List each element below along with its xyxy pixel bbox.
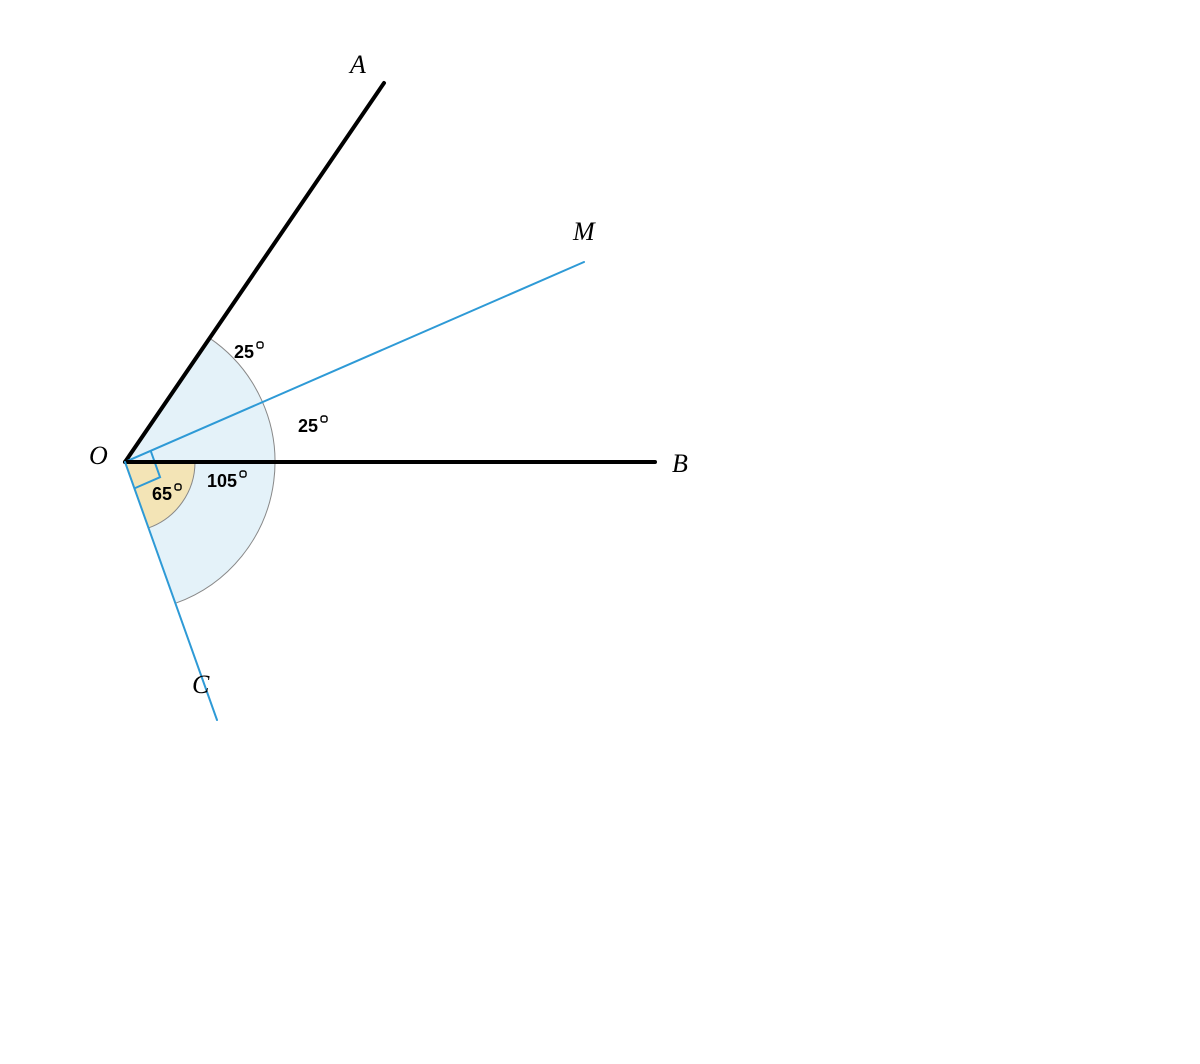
angle-label-2: 105	[207, 471, 237, 491]
point-label-A: A	[348, 50, 366, 79]
degree-mark-1	[321, 416, 327, 422]
degree-mark-0	[257, 342, 263, 348]
point-label-O: O	[89, 441, 108, 470]
point-label-C: C	[192, 670, 210, 699]
point-label-B: B	[672, 449, 688, 478]
angle-diagram: 25 25 105 65 O A M B C	[0, 0, 1200, 1064]
angle-sectors	[125, 338, 275, 603]
point-label-M: M	[572, 217, 596, 246]
angle-label-1: 25	[298, 416, 318, 436]
angle-label-3: 65	[152, 484, 172, 504]
angle-label-0: 25	[234, 342, 254, 362]
